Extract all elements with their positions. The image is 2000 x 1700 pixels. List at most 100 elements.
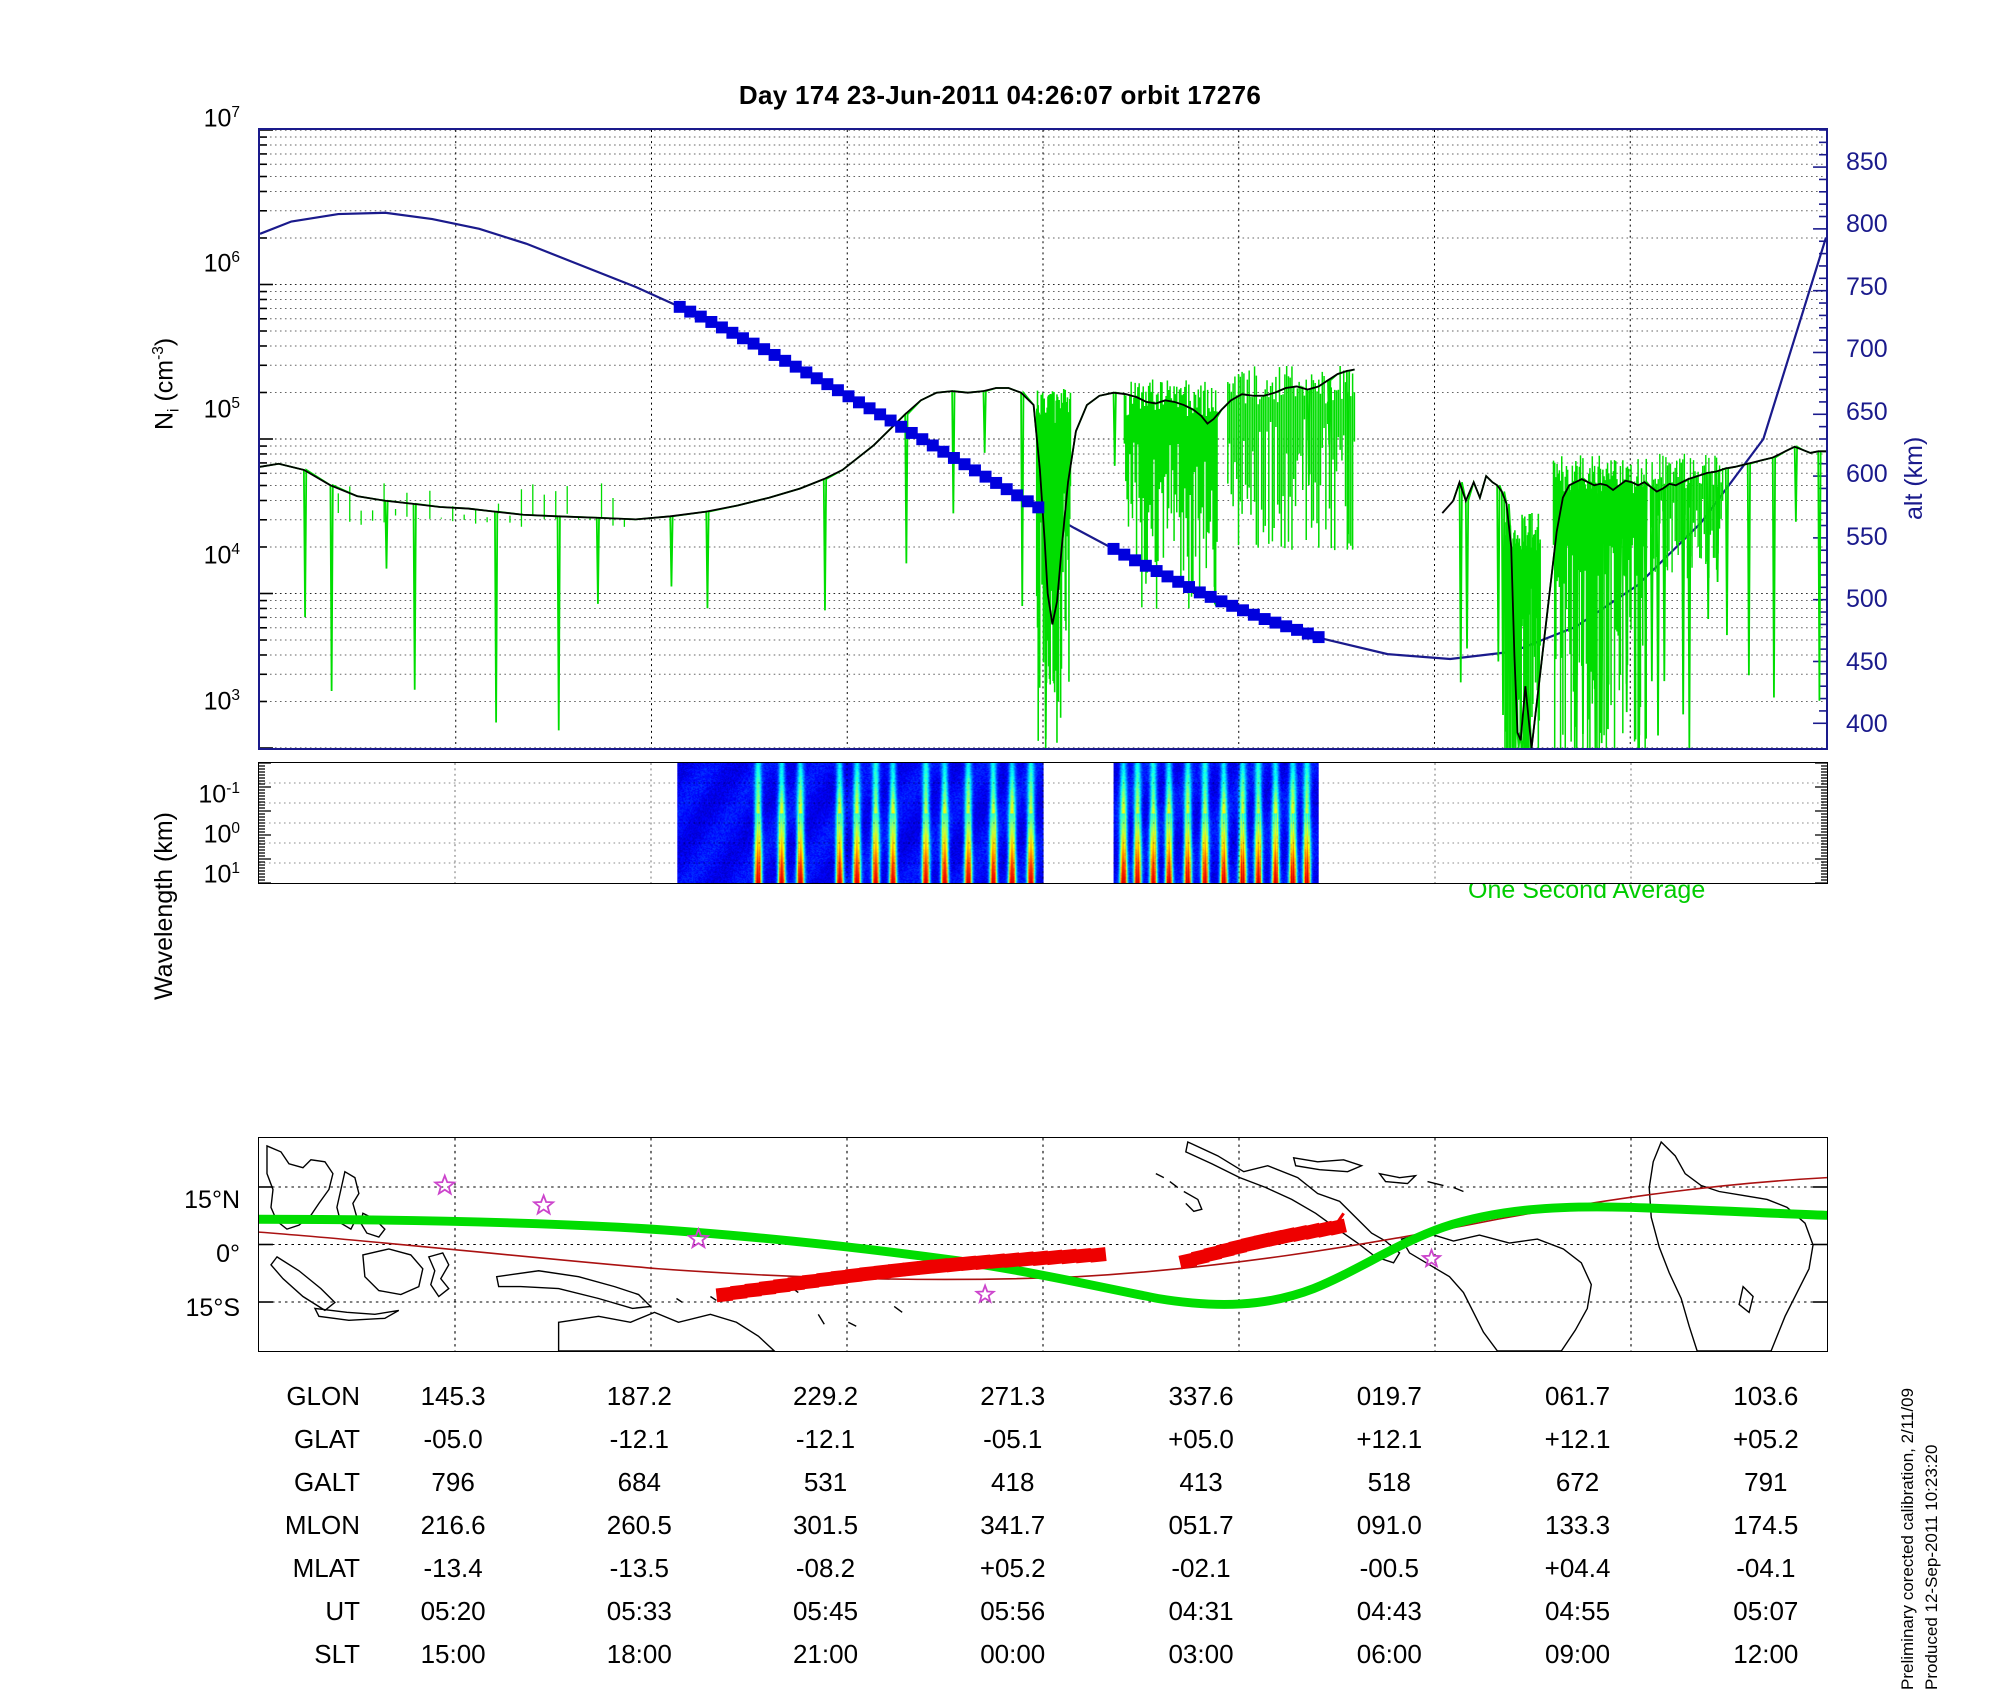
table-cell: 05:33 [606, 1596, 672, 1626]
panel3-ytick-15n: 15°N [184, 1186, 240, 1214]
panel2-overlay [259, 763, 1827, 883]
table-cell: 06:00 [1356, 1639, 1422, 1669]
table-cell: 418 [991, 1467, 1035, 1497]
table-cell: -13.4 [423, 1553, 483, 1583]
panel2-ylabel: Wavelength (km) [150, 811, 178, 1000]
table-cell: -12.1 [609, 1424, 669, 1454]
table-cell: 061.7 [1545, 1381, 1611, 1411]
table-cell: -08.2 [795, 1553, 856, 1583]
table-cell: 05:20 [420, 1596, 486, 1626]
map-canvas [259, 1138, 1827, 1351]
table-cell: +12.1 [1544, 1424, 1611, 1454]
table-row-label: GLON [286, 1381, 360, 1411]
table-cell: 04:31 [1168, 1596, 1234, 1626]
table-cell: 051.7 [1168, 1510, 1234, 1540]
table-row: SLT 15:00 18:00 21:00 00:00 03:00 06:00 09:00 12… [180, 1633, 1860, 1676]
production-timestamp: Produced 12-Sep-2011 10:23:20 [1922, 1444, 1941, 1690]
table-cell: 091.0 [1356, 1510, 1422, 1540]
table-cell: +04.4 [1544, 1553, 1611, 1583]
map-star-markers [432, 1173, 1443, 1304]
panel1-ytick-1e3: 103 [203, 687, 240, 716]
table-cell: -00.5 [1359, 1553, 1419, 1583]
table-cell: -02.1 [1171, 1553, 1231, 1583]
table-row: GLAT -05.0 -12.1 -12.1 -05.1 +05.0 +12.1 +12.1 +… [180, 1418, 1860, 1461]
table-cell: 341.7 [980, 1510, 1046, 1540]
panel1-alt-tick-500: 500 [1846, 585, 1888, 613]
table-cell: +05.0 [1168, 1424, 1234, 1454]
panel1-ylabel-right: alt (km) [1900, 436, 1928, 520]
panel1-alt-tick-450: 450 [1846, 648, 1888, 676]
panel1-axis-ticks [260, 130, 1826, 748]
panel2-ytick-1e0: 100 [203, 820, 240, 849]
table-cell: 174.5 [1733, 1510, 1799, 1540]
table-row: GALT 796 684 531 418 413 518 672 791 [180, 1461, 1860, 1504]
table-row-label: GLAT [294, 1424, 360, 1454]
table-cell: 413 [1179, 1467, 1223, 1497]
map-gridlines [259, 1138, 1827, 1351]
table-cell: 684 [617, 1467, 661, 1497]
parameter-table: GLON 145.3 187.2 229.2 271.3 337.6 019.7 061.7 1… [180, 1375, 1860, 1676]
table-cell: 260.5 [606, 1510, 672, 1540]
table-cell: 03:00 [1168, 1639, 1234, 1669]
table-cell: 145.3 [420, 1381, 486, 1411]
table-cell: 271.3 [980, 1381, 1046, 1411]
table-cell: 791 [1744, 1467, 1788, 1497]
table-row-label: SLT [314, 1639, 360, 1669]
table-cell: -13.5 [609, 1553, 669, 1583]
table-cell: 04:43 [1356, 1596, 1422, 1626]
table-cell: 103.6 [1733, 1381, 1799, 1411]
panel1-alt-tick-650: 650 [1846, 398, 1888, 426]
wavelet-spectrogram-panel [258, 762, 1828, 884]
panel1-alt-tick-550: 550 [1846, 523, 1888, 551]
panel1-alt-tick-600: 600 [1846, 460, 1888, 488]
table-cell: 672 [1555, 1467, 1600, 1497]
table-cell: 019.7 [1356, 1381, 1422, 1411]
table-cell: 18:00 [606, 1639, 672, 1669]
table-cell: -12.1 [795, 1424, 856, 1454]
panel1-ytick-1e7: 107 [203, 104, 240, 133]
one-second-average-curve [260, 365, 1826, 748]
panel1-alt-tick-750: 750 [1846, 273, 1888, 301]
satellite-ground-track [259, 1202, 1827, 1309]
table-cell: 531 [803, 1467, 848, 1497]
eclipse-markers [673, 300, 1325, 644]
table-cell: 00:00 [980, 1639, 1046, 1669]
table-cell: 337.6 [1168, 1381, 1234, 1411]
table-row-label: GALT [294, 1467, 360, 1497]
map-eclipse-segments [715, 1212, 1347, 1303]
table-row: UT 05:20 05:33 05:45 05:56 04:31 04:43 04:55 05:… [180, 1590, 1860, 1633]
table-cell: 12:00 [1733, 1639, 1799, 1669]
table-row-label: MLON [284, 1510, 360, 1540]
ion-density-plot [258, 128, 1828, 750]
table-cell: +12.1 [1356, 1424, 1423, 1454]
table-row: MLON 216.6 260.5 301.5 341.7 051.7 091.0 133.3 1… [180, 1504, 1860, 1547]
table-cell: +05.2 [1732, 1424, 1799, 1454]
ground-track-map-panel [258, 1137, 1828, 1352]
panel1-ytick-1e4: 104 [203, 541, 240, 570]
panel2-ytick-1em1: 10-1 [198, 780, 240, 809]
panel2-ytick-1e1: 101 [203, 860, 240, 889]
panel1-alt-tick-400: 400 [1846, 710, 1888, 738]
table-cell: 05:56 [980, 1596, 1046, 1626]
page-title: Day 174 23-Jun-2011 04:26:07 orbit 17276 [738, 80, 1262, 110]
panel1-ytick-1e6: 106 [203, 249, 240, 278]
panel3-ytick-15s: 15°S [185, 1294, 240, 1322]
coastlines [266, 1140, 1814, 1351]
table-cell: 21:00 [792, 1639, 859, 1669]
calibration-note: Preliminary corected calibration, 2/11/0… [1898, 1387, 1917, 1690]
table-cell: 05:07 [1733, 1596, 1799, 1626]
panel1-alt-tick-700: 700 [1846, 335, 1888, 363]
panel1-alt-tick-800: 800 [1846, 210, 1888, 238]
table-cell: 15:00 [420, 1639, 486, 1669]
table-cell: 133.3 [1545, 1510, 1611, 1540]
panel3-ytick-0: 0° [216, 1240, 240, 1268]
table-cell: 229.2 [792, 1381, 859, 1411]
panel1-alt-tick-850: 850 [1846, 148, 1888, 176]
table-row-label: MLAT [292, 1553, 360, 1583]
table-row-label: UT [325, 1596, 360, 1626]
orbit-parameter-table: GLON 145.3 187.2 229.2 271.3 337.6 019.7 061.7 1… [180, 1375, 1860, 1676]
table-cell: -04.1 [1736, 1553, 1796, 1583]
table-cell: 09:00 [1545, 1639, 1611, 1669]
table-row: MLAT -13.4 -13.5 -08.2 +05.2 -02.1 -00.5 +04.4 -… [180, 1547, 1860, 1590]
table-cell: 301.5 [792, 1510, 859, 1540]
